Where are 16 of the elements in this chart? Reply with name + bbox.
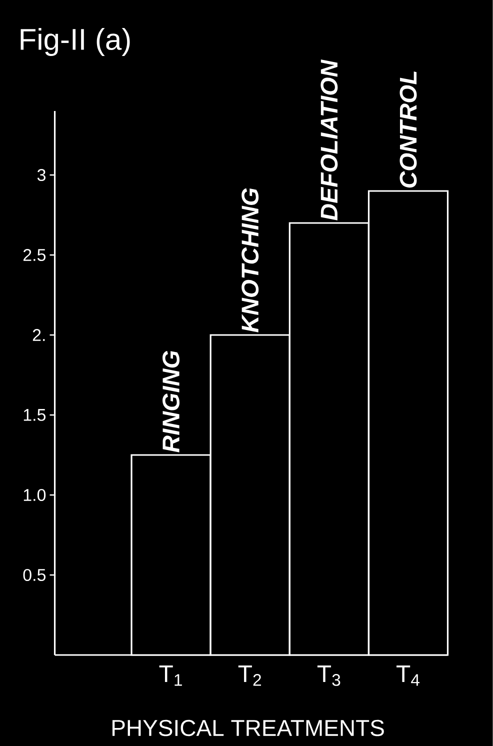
x-tick-label: T$_{2}$	[238, 666, 262, 686]
annotation: CONTROL	[400, 72, 417, 188]
y-tick-label: 2.	[33, 329, 45, 341]
x-tick-label: T$_{3}$	[318, 666, 340, 686]
chart-title: Fig-II (a)	[20, 28, 130, 56]
x-axis-title: PHYSICAL TREATMENTS	[112, 720, 384, 736]
y-tick-label: 1.5	[24, 409, 46, 421]
y-tick-label: 1.0	[24, 488, 46, 502]
x-tick-label: T$_{1}$	[159, 666, 182, 686]
x-tick-label: T$_{4}$	[396, 666, 420, 686]
y-tick-label: 3	[38, 168, 46, 182]
y-tick-label: 2.5	[24, 248, 46, 262]
y-tick-label: 0.5	[23, 568, 46, 582]
annotation: RINGING	[162, 350, 180, 452]
annotation: DEFOLIATION	[320, 59, 338, 220]
annotation: KNOTCHING	[242, 188, 259, 332]
